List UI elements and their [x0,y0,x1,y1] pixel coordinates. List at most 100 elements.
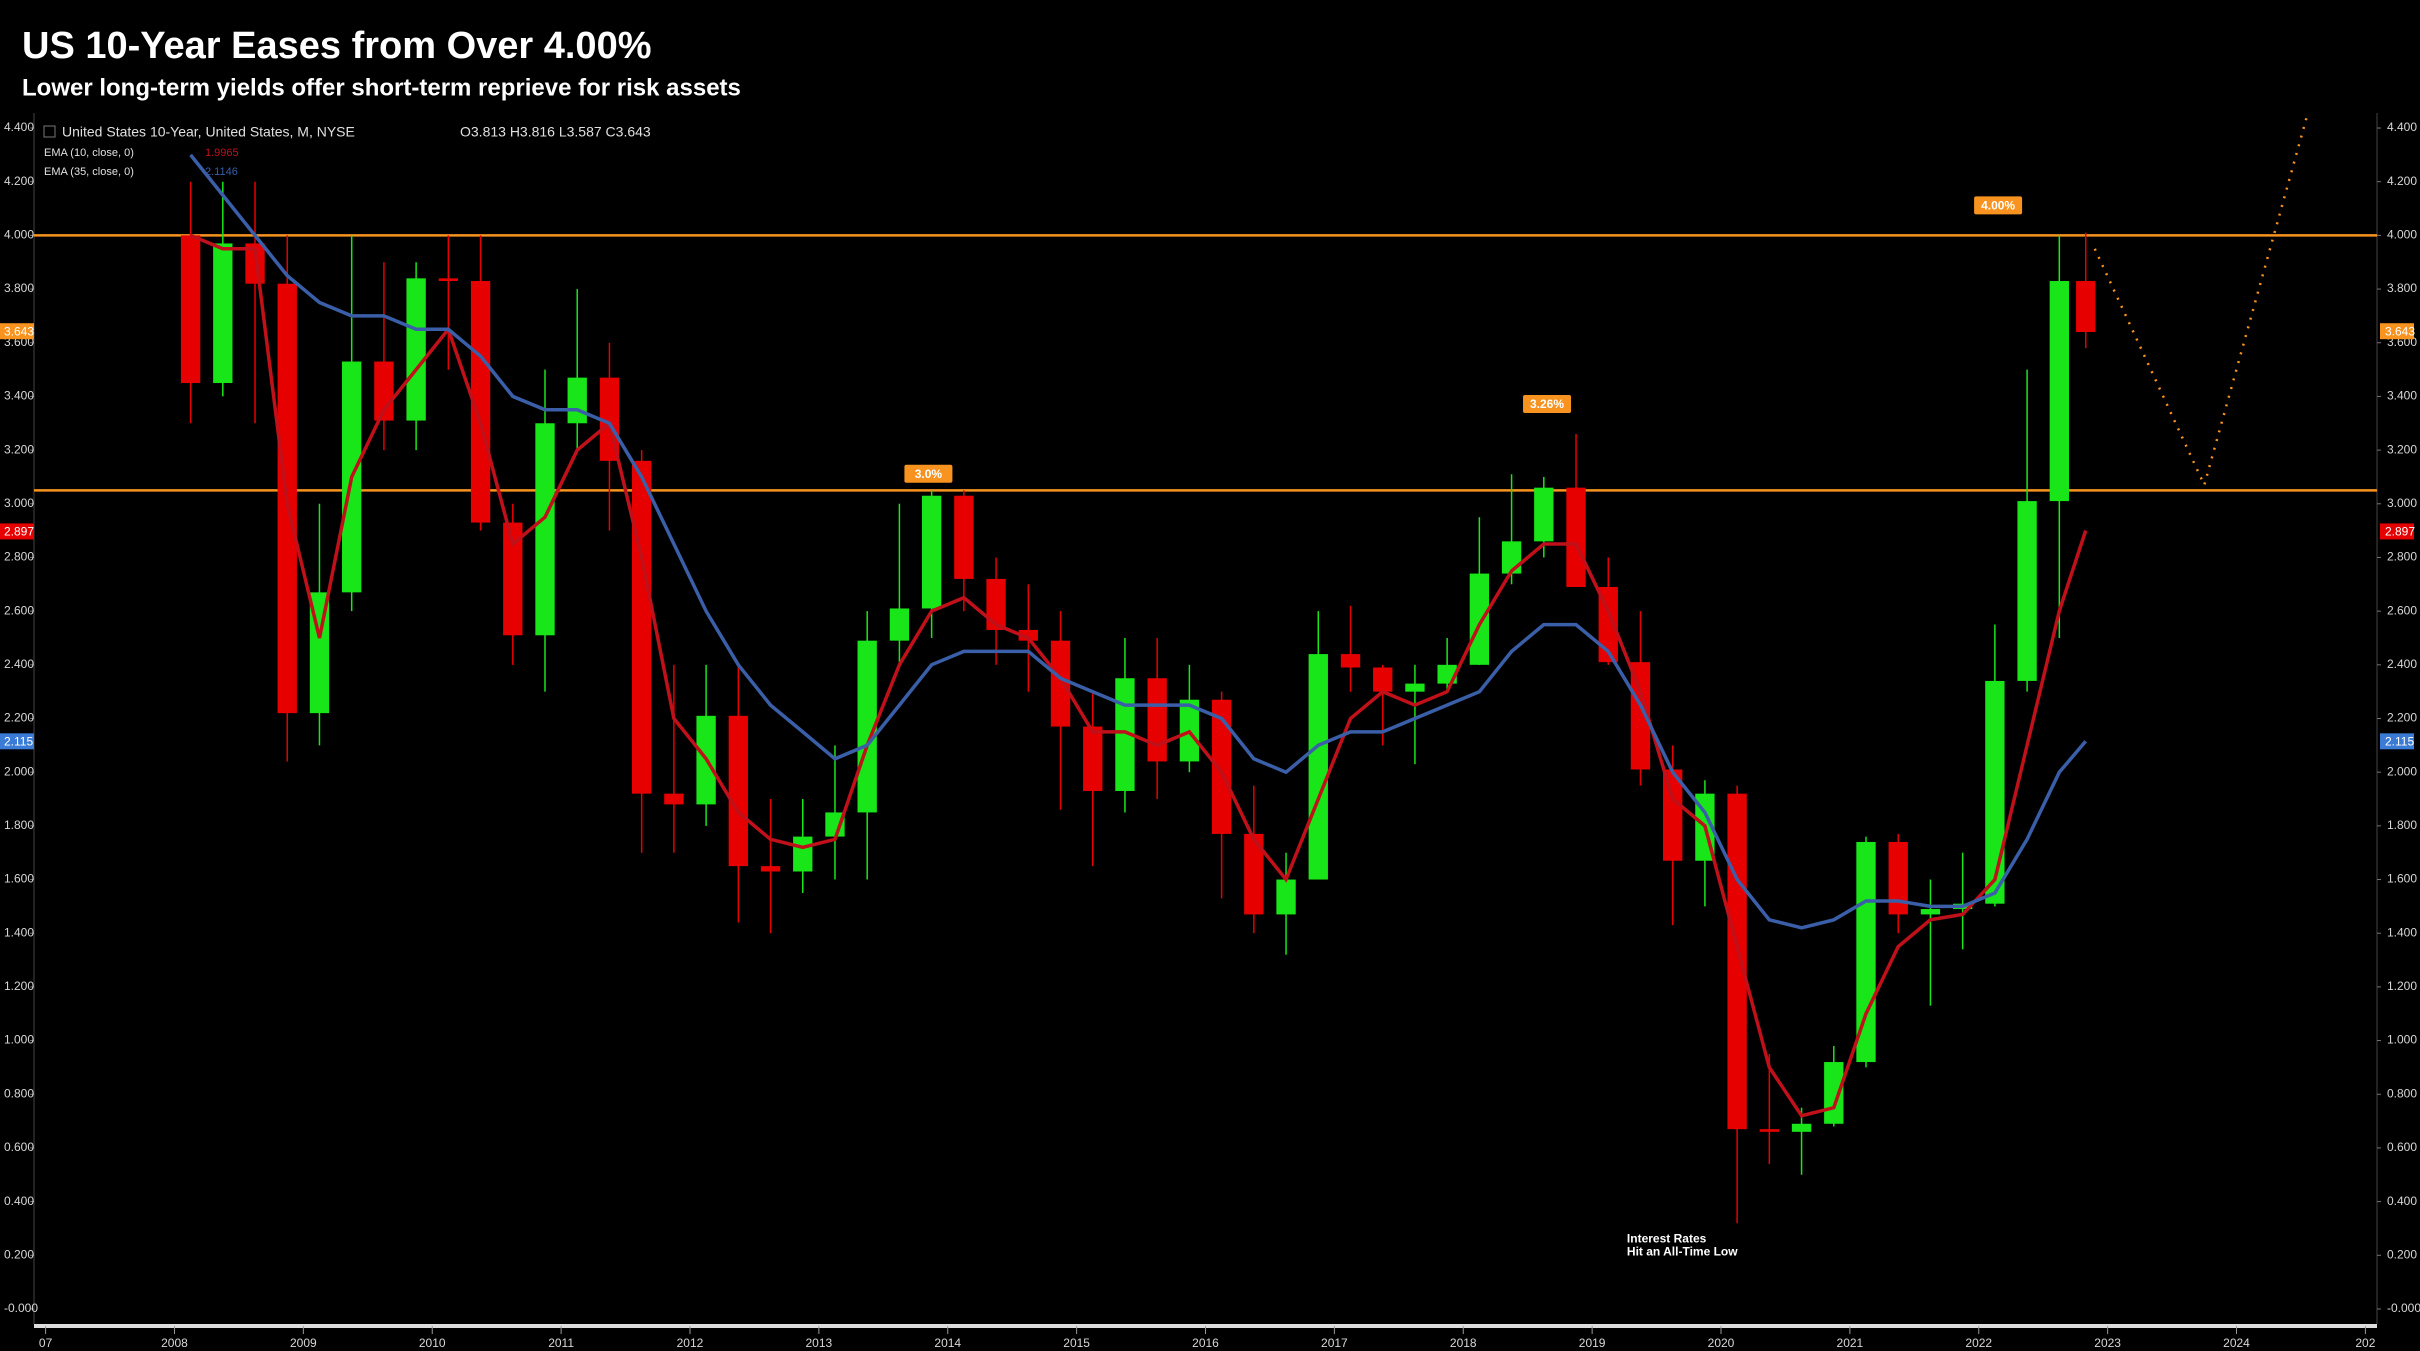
annotation-box [1974,196,2023,215]
candle-body [1888,841,1908,915]
x-tick-label: 2019 [1579,1336,1606,1350]
y-tick-label: 3.800 [4,281,34,295]
x-tick-label: 2010 [419,1336,446,1350]
chart-subtitle: Lower long-term yields offer short-term … [22,74,741,101]
y-tick-label: 0.200 [4,1247,34,1261]
candle-body [213,243,233,384]
price-tag-label: 2.115 [4,734,33,748]
x-tick-label: 2020 [1708,1336,1735,1350]
y-tick-label: 4.200 [4,174,34,188]
x-tick-label: 2023 [2094,1336,2121,1350]
x-tick-label: 2018 [1450,1336,1477,1350]
y-tick-label: 3.200 [2387,442,2417,456]
candle-body [1308,654,1328,880]
candle-body [1373,667,1393,692]
candle-body [1276,879,1296,915]
chart-title: US 10-Year Eases from Over 4.00% [22,25,652,67]
note-text: Interest Rates [1627,1231,1707,1245]
x-tick-label: 2014 [934,1336,961,1350]
candle-body [889,608,910,641]
candle-body [1405,683,1425,692]
x-tick-label: 2011 [548,1336,574,1350]
price-tag-label: 3.643 [4,324,34,338]
candle-body [1018,629,1038,641]
y-tick-label: 2.200 [2387,711,2417,725]
y-tick-label: 2.400 [4,657,34,671]
y-tick-label: 4.000 [2387,228,2417,242]
x-tick-label: 2013 [806,1336,833,1350]
y-tick-label: 3.800 [2387,281,2417,295]
y-tick-label: 1.200 [2387,979,2417,993]
y-tick-label: 2.000 [2387,764,2417,778]
annotation-box [904,464,953,483]
legend-label: EMA (10, close, 0) [44,147,134,159]
candle-body [1340,654,1361,668]
candle-body [760,866,781,872]
legend-value: 2.1146 [205,166,238,178]
candle-body [1985,680,2005,904]
candle-body [1566,487,1586,587]
ohlc-label: O3.813 H3.816 L3.587 C3.643 [460,124,651,140]
candle-body [1791,1123,1812,1132]
x-tick-label: 2017 [1321,1336,1348,1350]
y-tick-label: 1.400 [4,925,34,939]
y-tick-label: 2.800 [4,550,34,564]
y-tick-label: 0.600 [4,1140,34,1154]
candle-body [470,281,491,523]
price-tag-label: 2.115 [2385,734,2414,748]
y-tick-label: 4.400 [4,120,34,134]
y-tick-label: 3.000 [2387,496,2417,510]
candle-body [567,377,587,424]
price-tag [2380,523,2414,540]
x-tick-label: 2015 [1063,1336,1090,1350]
y-tick-label: 1.000 [2387,1033,2417,1047]
y-tick-label: 4.400 [2387,120,2417,134]
candle-body [1727,793,1747,1130]
candle-body [1630,662,1651,770]
candle-body [438,278,459,282]
y-tick-label: 1.600 [2387,872,2417,886]
y-tick-label: 0.800 [4,1086,34,1100]
price-tag [2380,733,2414,750]
y-tick-label: 1.800 [4,818,34,832]
candle-body [2017,501,2037,681]
y-tick-label: 1.400 [2387,925,2417,939]
note-text: Hit an All-Time Low [1627,1244,1738,1258]
instrument-label: United States 10-Year, United States, M,… [62,124,355,140]
annotation-label: 3.26% [1530,397,1564,411]
y-tick-label: 3.400 [2387,389,2417,403]
candle-body [664,793,684,805]
candle-body [1244,833,1264,915]
x-tick-label: 2021 [1837,1336,1864,1350]
price-tag-label: 2.897 [4,525,34,539]
y-tick-label: -0.000 [2387,1301,2420,1315]
candle-body [631,460,652,794]
candle-body [793,836,813,872]
y-tick-label: 2.600 [2387,603,2417,617]
x-tick-label: 2008 [161,1336,188,1350]
candle-body [535,423,555,636]
x-tick-label: 202 [2355,1336,2375,1350]
candle-body [1083,726,1103,791]
candle-body [1469,573,1490,665]
x-tick-label: 2022 [1965,1336,1992,1350]
legend-label: EMA (35, close, 0) [44,166,134,178]
ema-line [189,153,2088,930]
y-tick-label: 0.800 [2387,1086,2417,1100]
y-tick-label: 0.400 [2387,1194,2417,1208]
x-tick-label: 2009 [290,1336,317,1350]
y-tick-label: 0.600 [2387,1140,2417,1154]
candle-body [2049,281,2069,502]
y-tick-label: 1.800 [2387,818,2417,832]
price-tag [2380,323,2414,340]
x-tick-label: 2024 [2223,1336,2250,1350]
y-tick-label: 3.200 [4,442,34,456]
legend-value: 1.9965 [205,147,239,159]
y-tick-label: 2.400 [2387,657,2417,671]
candle-body [921,495,942,609]
y-tick-label: 1.200 [4,979,34,993]
candle-body [1920,909,1941,915]
y-tick-label: 3.000 [4,496,34,510]
